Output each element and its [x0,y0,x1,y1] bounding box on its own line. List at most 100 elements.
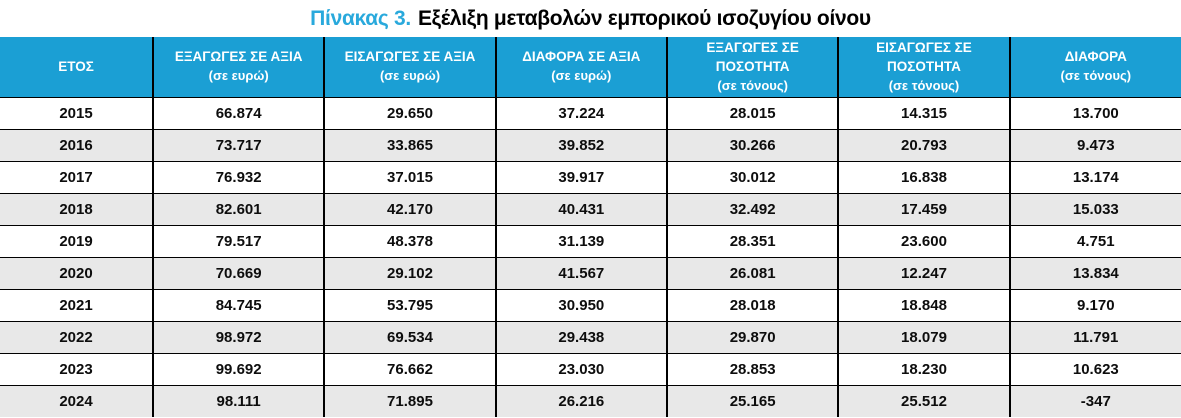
value-cell: 25.165 [665,384,839,418]
value-cell: 76.932 [151,160,325,194]
table-row: 2017 76.932 37.015 39.917 30.012 16.838 13.174 [0,160,1181,194]
value-cell: 16.838 [837,160,1010,194]
column-header-label: ΔΙΑΦΟΡΑ [1064,49,1127,65]
table-row: 2016 73.717 33.865 39.852 30.266 20.793 9.473 [0,128,1181,162]
value-cell: 18.848 [837,288,1010,322]
value-cell: 39.917 [494,160,667,194]
column-header-unit: (σε ευρώ) [208,68,269,84]
value-cell: 28.018 [665,288,839,322]
year-cell: 2021 [0,288,153,322]
value-cell: 29.870 [665,320,839,354]
value-cell: 15.033 [1008,192,1181,226]
column-header-5: ΕΙΣΑΓΩΓΕΣ ΣΕ ΠΟΣΟΤΗΤΑ (σε τόνους) [837,37,1010,98]
table-row: 2021 84.745 53.795 30.950 28.018 18.848 9.170 [0,288,1181,322]
column-header-4: ΕΞΑΓΩΓΕΣ ΣΕ ΠΟΣΟΤΗΤΑ (σε τόνους) [665,37,839,98]
year-cell: 2023 [0,352,153,386]
value-cell: 13.834 [1008,256,1181,290]
column-header-unit: (σε τόνους) [888,77,960,93]
value-cell: 32.492 [665,192,839,226]
value-cell: 18.230 [837,352,1010,386]
year-cell: 2024 [0,384,153,418]
value-cell: 29.102 [323,256,496,290]
value-cell: 31.139 [494,224,667,258]
value-cell: 20.793 [837,128,1010,162]
table-row: 2022 98.972 69.534 29.438 29.870 18.079 11.791 [0,320,1181,354]
column-header-label: ΔΙΑΦΟΡΑ ΣΕ ΑΞΙΑ [522,49,641,65]
value-cell: 28.351 [665,224,839,258]
table-row: 2024 98.111 71.895 26.216 25.165 25.512 -347 [0,384,1181,418]
value-cell: 53.795 [323,288,496,322]
value-cell: 30.266 [665,128,839,162]
value-cell: 17.459 [837,192,1010,226]
value-cell: 10.623 [1008,352,1181,386]
value-cell: 4.751 [1008,224,1181,258]
column-header-2: ΕΙΣΑΓΩΓΕΣ ΣΕ ΑΞΙΑ (σε ευρώ) [323,37,496,98]
value-cell: 13.174 [1008,160,1181,194]
table-body: 2015 66.874 29.650 37.224 28.015 14.315 13.700… [0,96,1181,418]
value-cell: 23.600 [837,224,1010,258]
value-cell: -347 [1008,384,1181,418]
column-header-1: ΕΞΑΓΩΓΕΣ ΣΕ ΑΞΙΑ (σε ευρώ) [151,37,325,98]
table-caption: Πίνακας 3. Εξέλιξη μεταβολών εμπορικού ι… [0,0,1181,37]
header-row: ΕΤΟΣ ΕΞΑΓΩΓΕΣ ΣΕ ΑΞΙΑ (σε ευρώ) ΕΙΣΑΓΩΓΕΣ Σ… [0,37,1181,98]
value-cell: 70.669 [151,256,325,290]
table-row: 2020 70.669 29.102 41.567 26.081 12.247 13.834 [0,256,1181,290]
value-cell: 71.895 [323,384,496,418]
value-cell: 25.512 [837,384,1010,418]
table-row: 2019 79.517 48.378 31.139 28.351 23.600 4.751 [0,224,1181,258]
column-header-label: ΕΙΣΑΓΩΓΕΣ ΣΕ ΠΟΣΟΤΗΤΑ [876,40,972,74]
value-cell: 28.015 [665,96,839,130]
value-cell: 76.662 [323,352,496,386]
year-cell: 2017 [0,160,153,194]
table-row: 2015 66.874 29.650 37.224 28.015 14.315 13.700 [0,96,1181,130]
column-header-label: ΕΞΑΓΩΓΕΣ ΣΕ ΑΞΙΑ [174,49,303,65]
value-cell: 73.717 [151,128,325,162]
value-cell: 14.315 [837,96,1010,130]
value-cell: 28.853 [665,352,839,386]
value-cell: 37.224 [494,96,667,130]
value-cell: 69.534 [323,320,496,354]
value-cell: 42.170 [323,192,496,226]
value-cell: 9.170 [1008,288,1181,322]
value-cell: 26.081 [665,256,839,290]
value-cell: 9.473 [1008,128,1181,162]
column-header-unit: (σε ευρώ) [379,68,441,84]
value-cell: 84.745 [151,288,325,322]
value-cell: 26.216 [494,384,667,418]
value-cell: 23.030 [494,352,667,386]
year-cell: 2019 [0,224,153,258]
value-cell: 12.247 [837,256,1010,290]
table-caption-number: Πίνακας 3. [310,6,411,30]
value-cell: 29.438 [494,320,667,354]
value-cell: 37.015 [323,160,496,194]
table-row: 2023 99.692 76.662 23.030 28.853 18.230 10.623 [0,352,1181,386]
table-caption-text: Εξέλιξη μεταβολών εμπορικού ισοζυγίου οί… [417,6,871,30]
value-cell: 33.865 [323,128,496,162]
value-cell: 98.972 [151,320,325,354]
table-header: ΕΤΟΣ ΕΞΑΓΩΓΕΣ ΣΕ ΑΞΙΑ (σε ευρώ) ΕΙΣΑΓΩΓΕΣ Σ… [0,37,1181,98]
column-header-label: ΕΙΣΑΓΩΓΕΣ ΣΕ ΑΞΙΑ [344,49,476,65]
value-cell: 41.567 [494,256,667,290]
year-cell: 2022 [0,320,153,354]
column-header-unit: (σε τόνους) [717,77,788,93]
year-cell: 2018 [0,192,153,226]
value-cell: 40.431 [494,192,667,226]
column-header-3: ΔΙΑΦΟΡΑ ΣΕ ΑΞΙΑ (σε ευρώ) [494,37,667,98]
value-cell: 29.650 [323,96,496,130]
value-cell: 79.517 [151,224,325,258]
value-cell: 66.874 [151,96,325,130]
column-header-6: ΔΙΑΦΟΡΑ (σε τόνους) [1008,37,1181,98]
year-cell: 2020 [0,256,153,290]
trade-balance-table: ΕΤΟΣ ΕΞΑΓΩΓΕΣ ΣΕ ΑΞΙΑ (σε ευρώ) ΕΙΣΑΓΩΓΕΣ Σ… [0,37,1181,418]
column-header-unit: (σε τόνους) [1060,68,1132,84]
value-cell: 82.601 [151,192,325,226]
value-cell: 30.950 [494,288,667,322]
year-cell: 2015 [0,96,153,130]
value-cell: 48.378 [323,224,496,258]
table-row: 2018 82.601 42.170 40.431 32.492 17.459 15.033 [0,192,1181,226]
value-cell: 13.700 [1008,96,1181,130]
value-cell: 39.852 [494,128,667,162]
year-cell: 2016 [0,128,153,162]
value-cell: 30.012 [665,160,839,194]
